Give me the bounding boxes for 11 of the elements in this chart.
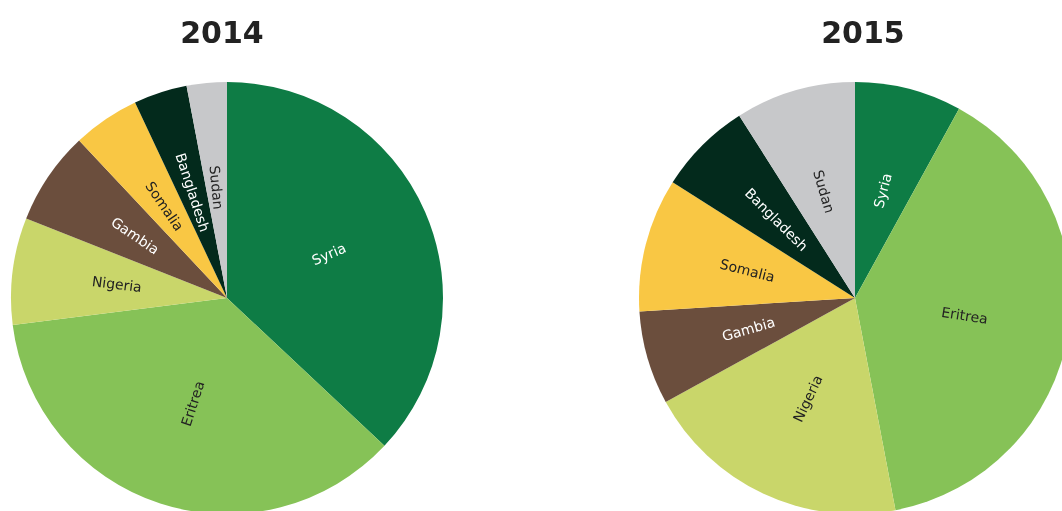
slice-label: Eritrea xyxy=(177,378,208,429)
chart-title: 2015 xyxy=(821,14,905,50)
slice-label: Sudan xyxy=(206,164,227,211)
slice-label: Sudan xyxy=(810,168,838,215)
slice-label: Nigeria xyxy=(91,273,143,296)
slice-label: Syria xyxy=(309,239,349,269)
slice-label: Somalia xyxy=(718,255,777,286)
chart-title: 2014 xyxy=(180,14,264,50)
slice-label: Gambia xyxy=(720,313,777,345)
slice-label: Eritrea xyxy=(940,303,989,327)
slice-label: Syria xyxy=(870,171,895,210)
